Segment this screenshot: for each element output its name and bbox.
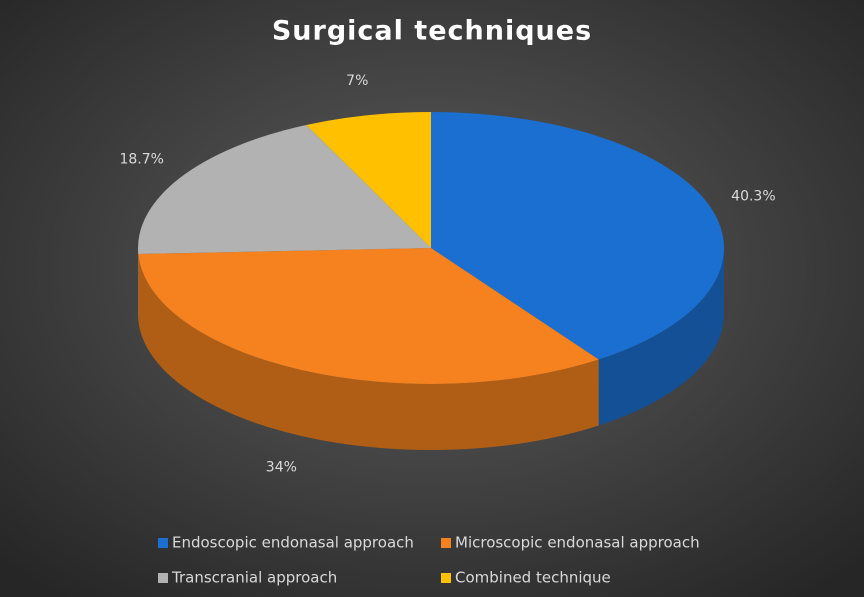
legend-label: Transcranial approach (171, 569, 337, 587)
data-label: 34% (266, 459, 297, 475)
slice (431, 112, 724, 360)
slice (306, 112, 431, 248)
legend-label: Combined technique (455, 569, 611, 587)
legend-swatch (441, 573, 451, 583)
legend-swatch (158, 538, 168, 548)
data-label: 18.7% (119, 152, 163, 168)
chart-title: Surgical techniques (272, 16, 592, 47)
legend-swatch (158, 573, 168, 583)
slice-side (138, 253, 599, 450)
legend-swatch (441, 538, 451, 548)
slice (138, 248, 599, 384)
pie-tops (138, 112, 724, 384)
slice-side (598, 248, 724, 426)
slice (138, 124, 432, 254)
legend-label: Microscopic endonasal approach (455, 534, 700, 552)
data-label: 40.3% (731, 189, 775, 205)
data-label: 7% (346, 73, 368, 89)
pie-sides (138, 248, 724, 450)
legend-label: Endoscopic endonasal approach (172, 534, 414, 552)
